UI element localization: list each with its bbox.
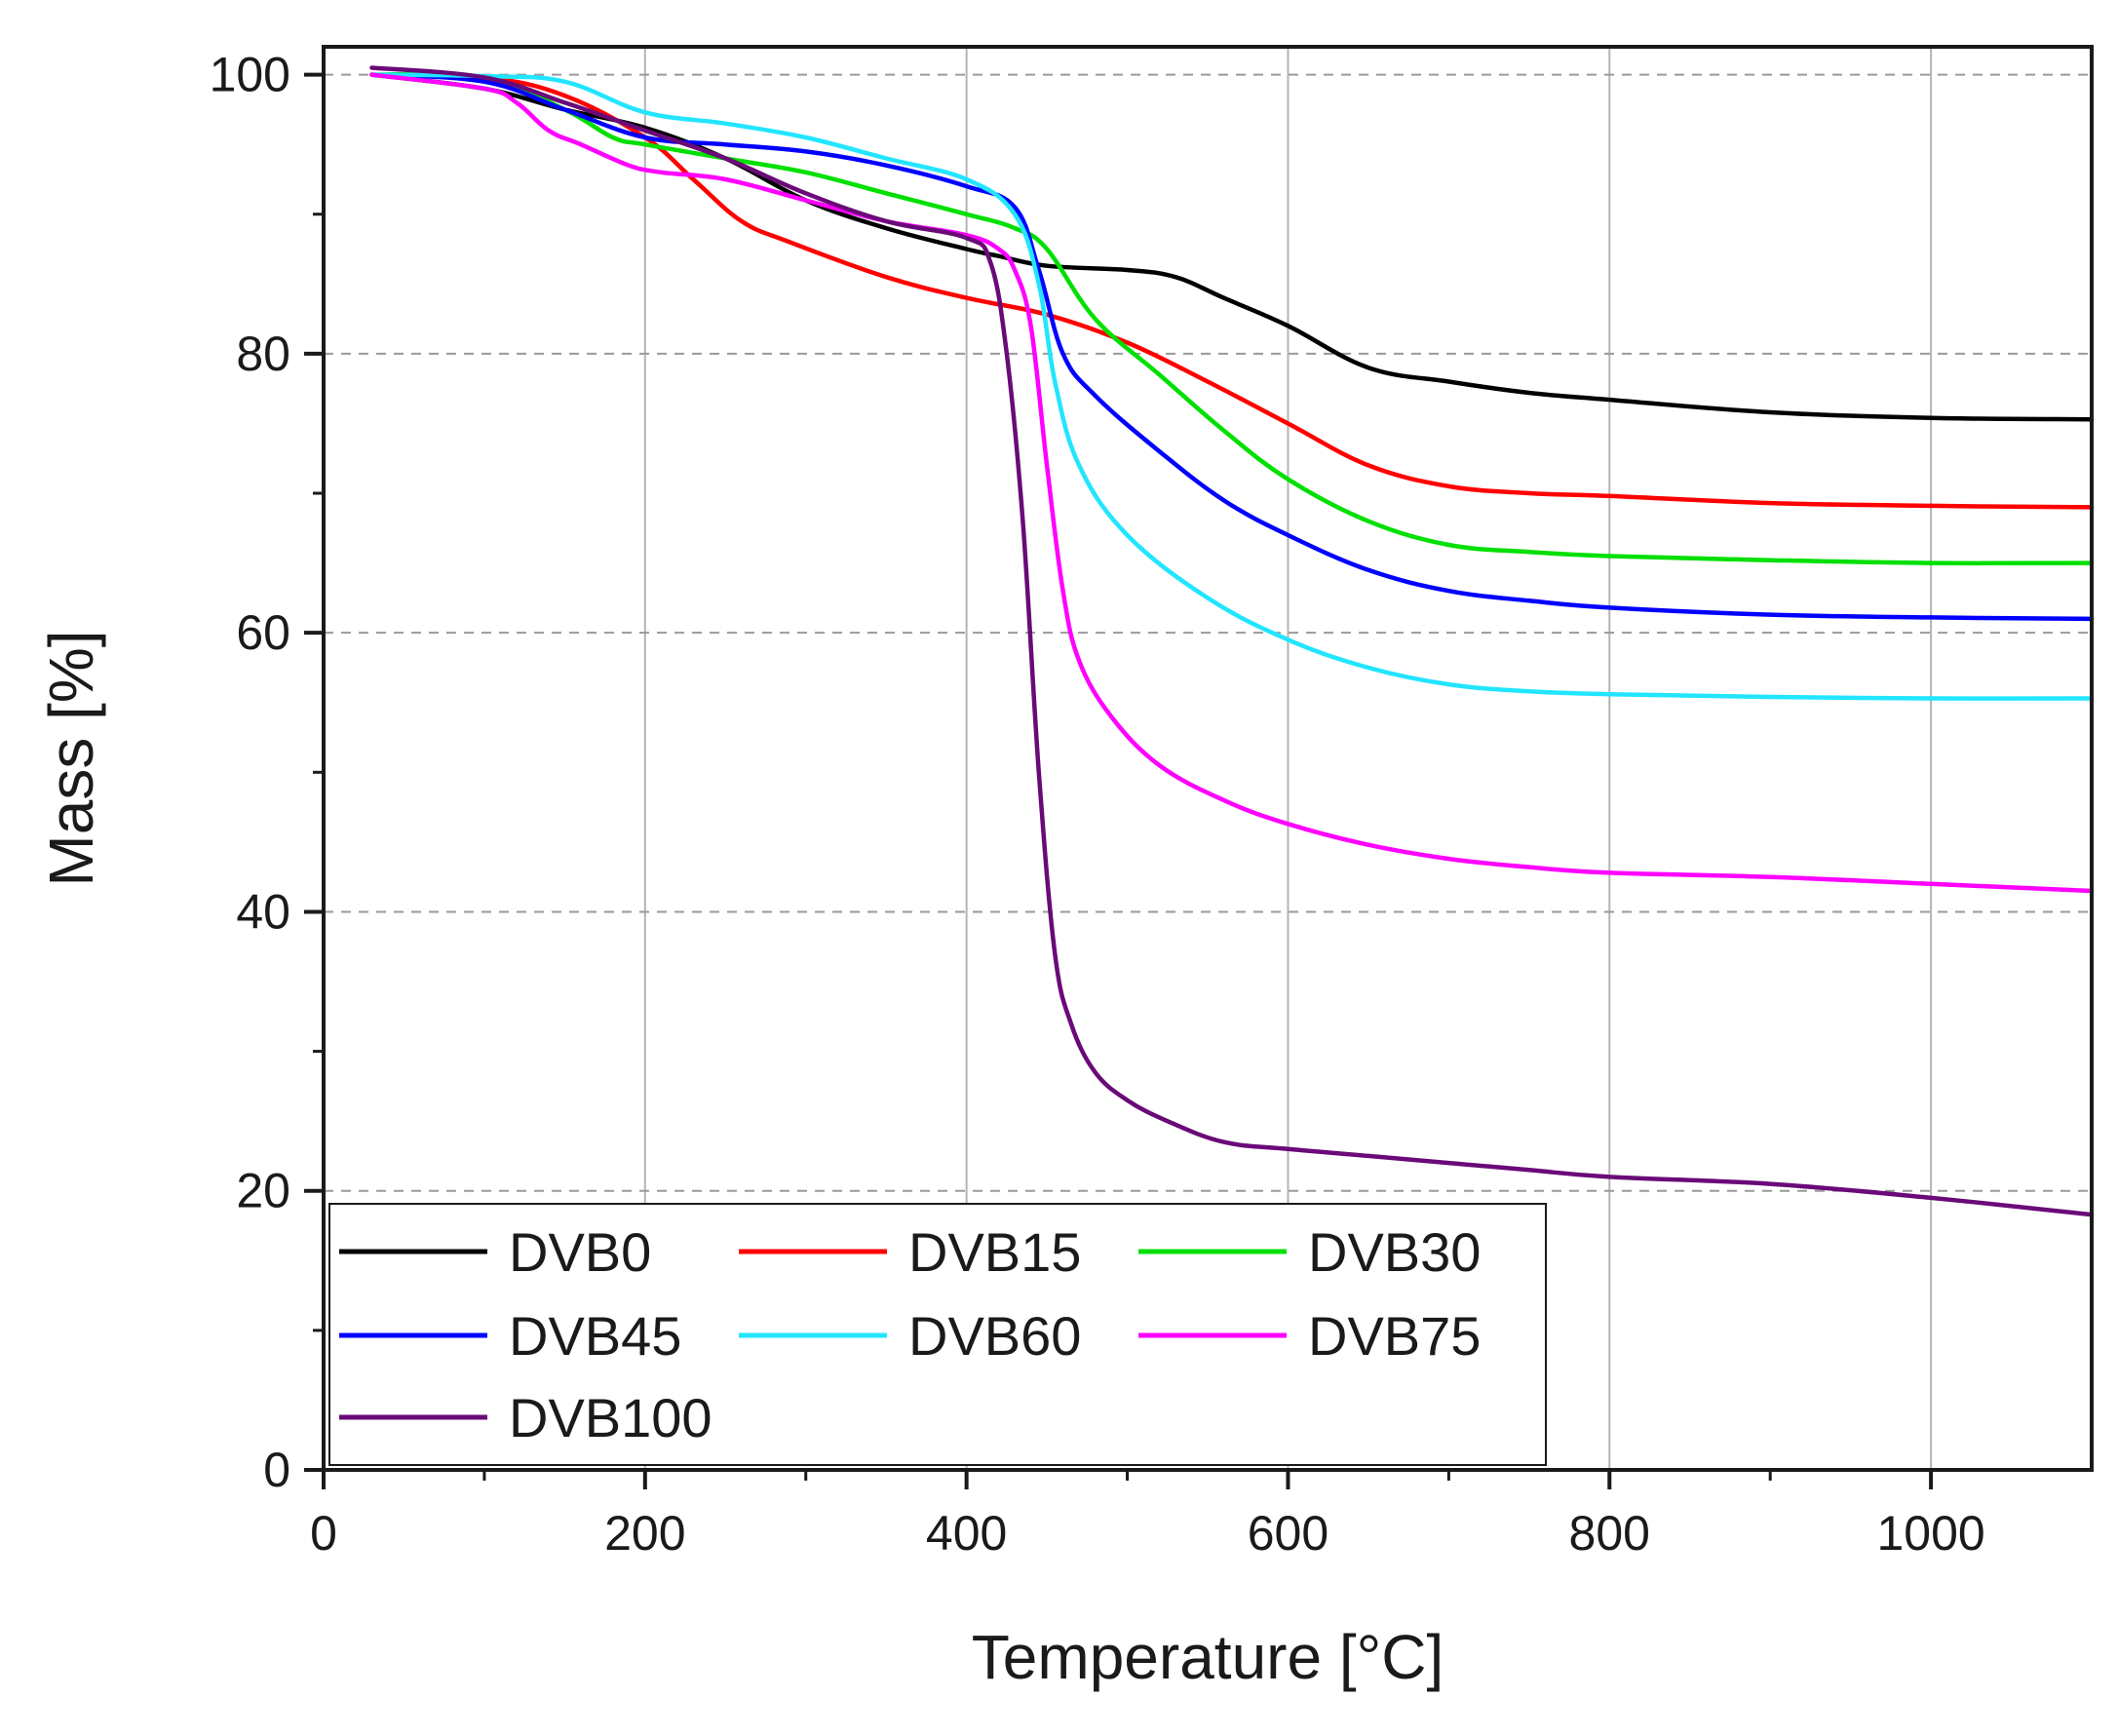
x-axis-title: Temperature [°C] <box>972 1622 1444 1692</box>
y-axis-tick-labels: 0 20 40 60 80 100 <box>210 48 290 1497</box>
legend: DVB0 DVB15 DVB30 DVB45 DVB60 DVB75 DVB100 <box>328 1203 1547 1466</box>
plot-area-frame <box>322 45 2094 1472</box>
legend-item-dvb45: DVB45 <box>339 1305 681 1367</box>
legend-label: DVB0 <box>509 1221 651 1283</box>
y-axis-title: Mass [%] <box>36 630 106 886</box>
x-tick-label: 0 <box>310 1506 337 1561</box>
legend-box <box>328 1203 1547 1466</box>
y-tick-label: 100 <box>210 48 290 102</box>
axis-ticks <box>304 72 1934 1489</box>
legend-label: DVB75 <box>1308 1305 1481 1367</box>
x-tick-label: 200 <box>604 1506 685 1561</box>
legend-item-dvb75: DVB75 <box>1138 1305 1481 1367</box>
legend-items: DVB0 DVB15 DVB30 DVB45 DVB60 DVB75 DVB100 <box>339 1221 1481 1448</box>
x-axis-tick-labels: 0 200 400 600 800 1000 <box>310 1506 1985 1561</box>
legend-label: DVB45 <box>509 1305 681 1367</box>
series-line-dvb60 <box>369 72 2095 701</box>
series-lines <box>369 65 2095 1217</box>
grid <box>324 47 2092 1470</box>
legend-label: DVB100 <box>509 1387 712 1448</box>
legend-item-dvb15: DVB15 <box>739 1221 1081 1283</box>
x-tick-label: 1000 <box>1876 1506 1984 1561</box>
series-line-dvb45 <box>369 72 2095 622</box>
series-line-dvb0 <box>369 72 2095 422</box>
y-tick-label: 0 <box>263 1443 290 1497</box>
y-tick-label: 80 <box>236 327 290 381</box>
y-tick-label: 40 <box>236 884 290 939</box>
legend-label: DVB30 <box>1308 1221 1481 1283</box>
legend-label: DVB15 <box>908 1221 1081 1283</box>
legend-item-dvb100: DVB100 <box>339 1387 712 1448</box>
x-tick-label: 400 <box>926 1506 1007 1561</box>
series-line-dvb100 <box>369 65 2095 1217</box>
series-line-dvb75 <box>369 72 2095 894</box>
legend-item-dvb0: DVB0 <box>339 1221 651 1283</box>
legend-item-dvb30: DVB30 <box>1138 1221 1481 1283</box>
x-tick-label: 600 <box>1248 1506 1329 1561</box>
legend-label: DVB60 <box>908 1305 1081 1367</box>
series-line-dvb30 <box>369 71 2095 566</box>
legend-item-dvb60: DVB60 <box>739 1305 1081 1367</box>
x-tick-label: 800 <box>1569 1506 1650 1561</box>
series-line-dvb15 <box>369 72 2095 510</box>
y-tick-label: 20 <box>236 1164 290 1218</box>
y-tick-label: 60 <box>236 605 290 660</box>
